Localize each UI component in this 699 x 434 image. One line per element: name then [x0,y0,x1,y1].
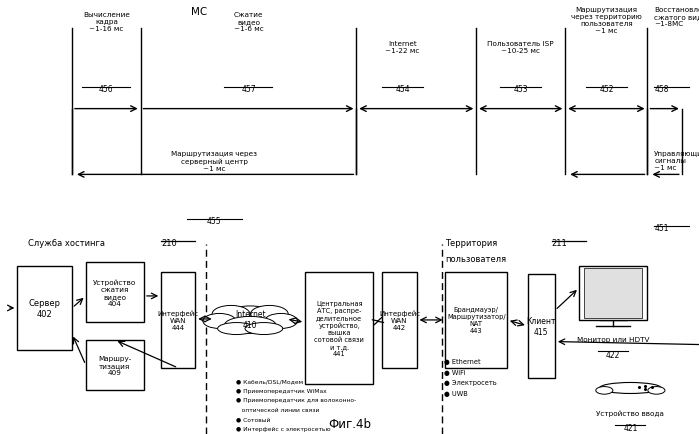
Text: Устройство ввода: Устройство ввода [596,410,664,417]
Text: Интерфейс
WAN
444: Интерфейс WAN 444 [158,310,199,330]
Text: Фиг.4b: Фиг.4b [328,417,371,430]
FancyBboxPatch shape [17,266,72,350]
FancyBboxPatch shape [584,268,642,319]
Ellipse shape [221,306,280,332]
Ellipse shape [224,317,276,334]
Text: Пользователь ISP
~10-25 мс: Пользователь ISP ~10-25 мс [487,41,554,54]
Text: 210: 210 [161,238,177,247]
Text: ● WiFi: ● WiFi [444,369,466,375]
Ellipse shape [264,314,298,329]
Ellipse shape [648,387,665,394]
FancyBboxPatch shape [382,272,417,368]
Text: ● Ethernet: ● Ethernet [444,358,481,364]
Text: Устройство
сжатия
видео
404: Устройство сжатия видео 404 [93,279,136,306]
Text: Территория: Территория [445,238,498,247]
Text: Управляющие
сигналы
~1 мс: Управляющие сигналы ~1 мс [654,151,699,171]
Ellipse shape [250,306,288,323]
Ellipse shape [596,387,613,394]
Text: 422: 422 [606,350,621,359]
FancyBboxPatch shape [86,340,144,390]
Text: Маршрутизация через
серверный центр
~1 мс: Маршрутизация через серверный центр ~1 м… [171,151,257,171]
Text: пользователя: пользователя [445,254,507,263]
Text: Восстановление
сжатого видео
~1-8МС: Восстановление сжатого видео ~1-8МС [654,7,699,27]
Text: Брандмауэр/
Маршрутизатор/
NAT
443: Брандмауэр/ Маршрутизатор/ NAT 443 [447,307,505,334]
Text: ● Сотовый: ● Сотовый [236,417,271,421]
FancyBboxPatch shape [305,272,373,384]
Text: Интерфейс
WAN
442: Интерфейс WAN 442 [379,310,420,330]
FancyBboxPatch shape [579,266,647,320]
Text: 455: 455 [207,216,222,225]
Text: Internet
~1-22 мс: Internet ~1-22 мс [385,41,420,54]
Text: оптической линии связи: оптической линии связи [236,407,320,412]
Ellipse shape [600,383,661,394]
Text: 211: 211 [552,238,568,247]
Text: ● Кабель/DSL/Модем: ● Кабель/DSL/Модем [236,378,303,383]
Text: Клиент
415: Клиент 415 [526,316,556,336]
Text: ● Интерфейс с электросетью: ● Интерфейс с электросетью [236,426,331,431]
Ellipse shape [212,306,250,323]
Text: 457: 457 [241,85,256,94]
Text: 452: 452 [599,85,614,94]
Ellipse shape [217,323,255,335]
Text: ● Приемопередатчик для волоконно-: ● Приемопередатчик для волоконно- [236,397,356,402]
Text: 451: 451 [654,224,669,233]
Text: Служба хостинга: Служба хостинга [27,238,105,247]
Text: Центральная
АТС, распре-
делительное
устройство,
вышка
сотовой связи
и т.д.
441: Центральная АТС, распре- делительное уст… [315,300,364,356]
FancyBboxPatch shape [445,272,507,368]
Text: МС: МС [191,7,207,17]
Text: 454: 454 [395,85,410,94]
FancyBboxPatch shape [86,262,144,322]
Text: ● Приемопередатчик WiMax: ● Приемопередатчик WiMax [236,388,327,393]
Text: ● Электросеть: ● Электросеть [444,379,497,385]
Text: 458: 458 [654,85,669,94]
Ellipse shape [203,314,236,329]
FancyBboxPatch shape [528,274,555,378]
Ellipse shape [245,323,282,335]
Text: Сжатие
видео
~1-6 мс: Сжатие видео ~1-6 мс [233,12,264,32]
Text: 453: 453 [514,85,528,94]
Text: Internet
410: Internet 410 [235,309,266,329]
Text: Маршрутизация
через территорию
пользователя
~1 мс: Маршрутизация через территорию пользоват… [571,7,642,34]
Text: ● UWB: ● UWB [444,390,468,396]
FancyBboxPatch shape [161,272,196,368]
Text: Монитор или HDTV: Монитор или HDTV [577,336,649,342]
Text: Сервер
402: Сервер 402 [29,299,61,318]
Text: 421: 421 [624,423,637,432]
Text: Вычисление
кадра
~1-16 мс: Вычисление кадра ~1-16 мс [83,12,130,32]
Text: 456: 456 [99,85,114,94]
Text: Маршру-
тизация
409: Маршру- тизация 409 [98,355,131,375]
